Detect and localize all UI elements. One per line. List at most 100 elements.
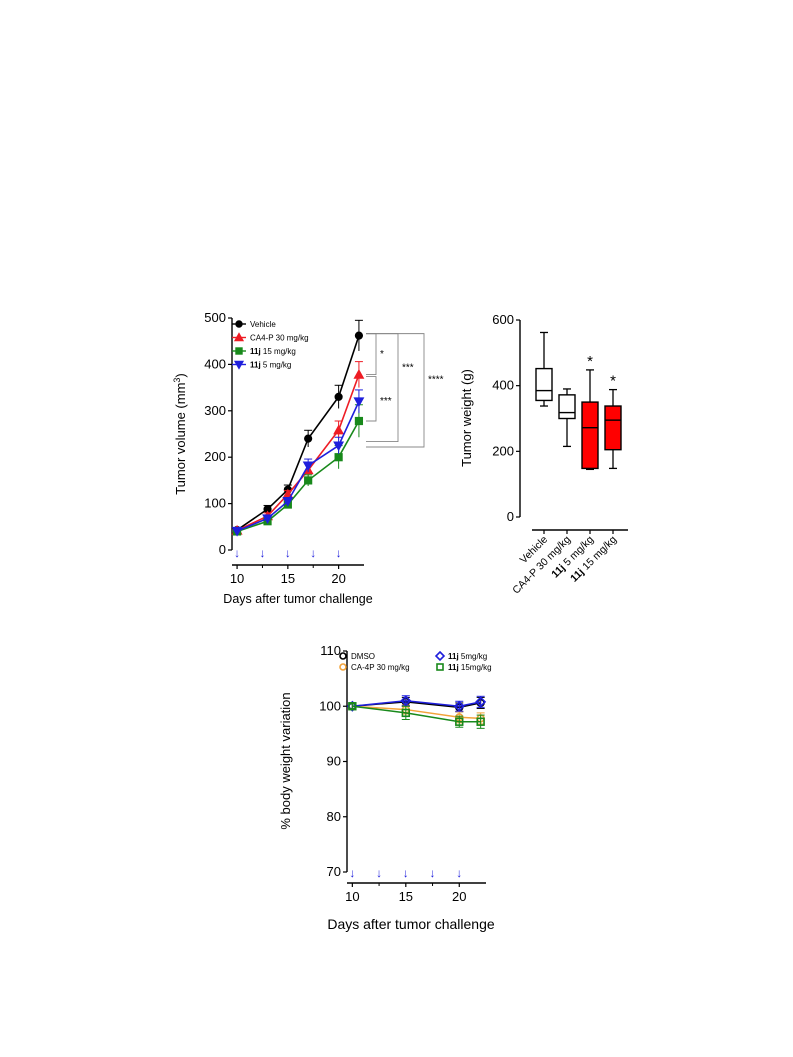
y-axis-label-main: Tumor volume (mm xyxy=(173,383,188,495)
legend-label: 11j 5mg/kg xyxy=(448,652,487,661)
legend-label: CA4-P 30 mg/kg xyxy=(250,334,309,343)
x-tick-label: 10 xyxy=(345,889,359,904)
legend-swatch-marker xyxy=(233,332,245,342)
box-iqr xyxy=(535,367,553,402)
data-point xyxy=(475,696,487,708)
legend-label: Vehicle xyxy=(250,320,276,329)
significance-label: *** xyxy=(402,363,414,374)
x-axis-label: Days after tumor challenge xyxy=(223,592,372,606)
x-tick-label: 20 xyxy=(452,889,466,904)
y-axis-label: % body weight variation xyxy=(278,692,293,829)
data-point xyxy=(334,453,343,462)
y-tick-label: 200 xyxy=(204,449,226,464)
y-tick-label: 400 xyxy=(492,378,514,393)
y-tick-label: 110 xyxy=(320,643,341,658)
data-point xyxy=(231,526,243,537)
data-point xyxy=(262,514,273,525)
y-tick-label: 90 xyxy=(327,754,341,769)
significance-label: * xyxy=(380,349,384,360)
data-point xyxy=(353,397,365,408)
legend-label: 11j 5 mg/kg xyxy=(250,361,291,370)
dosing-arrow: ↓ xyxy=(310,546,316,560)
series-2 xyxy=(232,404,364,536)
y-tick-label: 70 xyxy=(327,864,341,879)
y-axis-label-sup: 3 xyxy=(172,378,182,383)
dosing-arrow: ↓ xyxy=(336,546,342,560)
data-point xyxy=(401,708,411,718)
box-0: Vehicle xyxy=(518,331,553,566)
data-point xyxy=(353,368,365,379)
x-tick-label: 15 xyxy=(399,889,413,904)
y-tick-label: 600 xyxy=(492,312,514,327)
significance-bracket xyxy=(366,376,377,422)
legend-swatch-marker xyxy=(436,663,444,671)
series-line xyxy=(236,420,360,533)
dosing-arrow: ↓ xyxy=(349,866,355,880)
x-tick-label: 20 xyxy=(331,571,345,586)
box-iqr xyxy=(604,405,622,451)
legend-label-rest: 15mg/kg xyxy=(459,663,492,672)
box-iqr xyxy=(581,401,599,470)
y-tick-label: 0 xyxy=(219,542,226,557)
legend-swatch-marker xyxy=(233,360,245,370)
data-point xyxy=(302,461,314,472)
legend-swatch-marker xyxy=(339,663,347,671)
data-point xyxy=(354,416,364,426)
dosing-arrow: ↓ xyxy=(376,866,382,880)
legend-label: 11j 15 mg/kg xyxy=(250,347,296,356)
body-weight-chart: 70 80 90 100 110 10 15 20 ↓ ↓ ↓ ↓ ↓ Days after tumor … xyxy=(278,643,495,932)
y-axis-label: Tumor weight (g) xyxy=(459,369,474,467)
legend-label-rest: CA4-P 30 mg/kg xyxy=(250,334,309,343)
data-point xyxy=(348,702,357,711)
significance-bracket xyxy=(366,333,377,376)
legend-label-bold: 11j xyxy=(250,347,261,356)
x-tick-label: 10 xyxy=(230,571,244,586)
data-point xyxy=(304,476,313,485)
series-line xyxy=(236,335,360,531)
dosing-arrow: ↓ xyxy=(456,866,462,880)
legend-label-rest: 5 mg/kg xyxy=(261,361,292,370)
tumor-volume-chart: 0 100 200 300 400 500 10 15 20 ↓ ↓ ↓ ↓ ↓ Days after tu… xyxy=(172,310,444,606)
series-3 xyxy=(231,389,365,537)
data-point xyxy=(333,424,345,435)
significance-bracket xyxy=(366,333,425,448)
legend-label-rest: CA-4P 30 mg/kg xyxy=(351,663,410,672)
x-tick-label: 15 xyxy=(281,571,295,586)
series-line xyxy=(352,705,481,720)
y-tick-label: 200 xyxy=(492,443,514,458)
data-point xyxy=(304,434,313,443)
data-point xyxy=(334,392,343,401)
significance-star: * xyxy=(587,353,593,370)
data-point xyxy=(400,695,412,707)
series-line xyxy=(352,699,481,708)
dosing-arrow: ↓ xyxy=(234,546,240,560)
y-axis-label-tail: ) xyxy=(173,373,188,377)
legend-swatch-marker xyxy=(434,650,446,662)
x-axis-label: Days after tumor challenge xyxy=(327,916,495,932)
legend-label-bold: 11j xyxy=(448,663,459,672)
dosing-arrow: ↓ xyxy=(259,546,265,560)
legend-label-bold: 11j xyxy=(448,652,459,661)
data-point xyxy=(282,497,294,507)
dosing-arrow: ↓ xyxy=(285,546,291,560)
legend-label-rest: 5mg/kg xyxy=(459,652,487,661)
y-axis-label: Tumor volume (mm3) xyxy=(172,373,188,495)
legend-label: CA-4P 30 mg/kg xyxy=(351,663,410,672)
y-tick-label: 100 xyxy=(319,698,341,713)
significance-star: * xyxy=(610,373,616,390)
series-3 xyxy=(348,702,485,729)
legend-label: 11j 15mg/kg xyxy=(448,663,492,672)
y-tick-label: 300 xyxy=(204,403,226,418)
significance-label: **** xyxy=(428,374,444,385)
series-line xyxy=(236,401,360,532)
legend-label-rest: DMSO xyxy=(351,652,375,661)
legend-swatch-marker xyxy=(235,320,243,328)
y-tick-label: 80 xyxy=(327,809,341,824)
y-tick-label: 500 xyxy=(204,310,226,325)
legend-label-bold: 11j xyxy=(250,361,261,370)
significance-label: *** xyxy=(380,396,392,407)
data-point xyxy=(333,441,345,452)
dosing-arrow: ↓ xyxy=(430,866,436,880)
